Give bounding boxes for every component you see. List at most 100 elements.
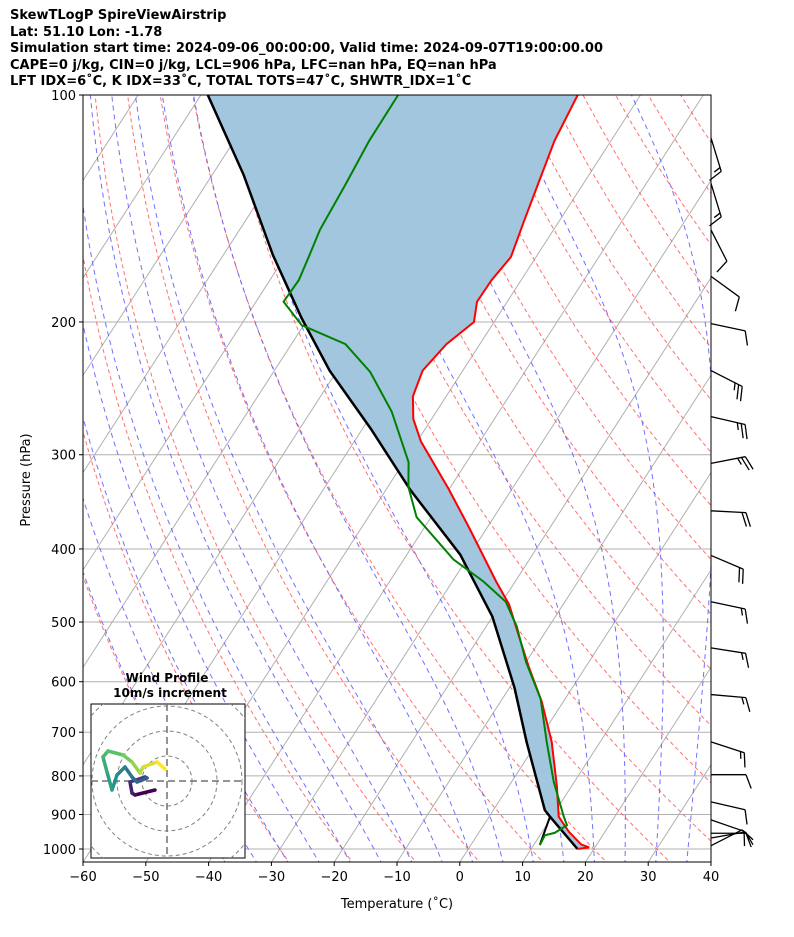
y-tick-label: 700 [51, 726, 76, 741]
barb-staff [710, 601, 746, 610]
barb-half [713, 212, 721, 219]
barb-full [741, 569, 744, 584]
dry-adiabat-line [257, 95, 711, 842]
hodograph-subtitle: 10m/s increment [113, 686, 227, 700]
temperature-line [411, 95, 590, 850]
y-tick-label: 800 [51, 770, 76, 785]
y-tick-label: 100 [51, 89, 76, 104]
axes: −60 −50 −40 −30 −20 −10 0 10 20 30 40 100 200 300 400 5… [43, 89, 719, 885]
isotherm-line [271, 179, 711, 862]
barb-staff [710, 229, 728, 262]
barb-staff [710, 554, 744, 570]
barb-half [733, 382, 736, 391]
dry-adiabat-line [778, 95, 794, 865]
indices-text-1: CAPE=0 j/kg, CIN=0 j/kg, LCL=906 hPa, LF… [10, 57, 497, 73]
x-tick-label: −30 [258, 870, 285, 885]
dry-adiabat-line [83, 253, 353, 862]
dry-adiabat-line [224, 95, 671, 862]
wind-barbs [709, 137, 754, 848]
dry-adiabat-line [517, 95, 711, 401]
wind-barb [710, 601, 749, 624]
barb-half [736, 422, 739, 431]
hodograph-segment [135, 776, 149, 784]
barb-full [744, 330, 749, 346]
wind-barb [710, 554, 744, 584]
moist-adiabat-line [83, 202, 351, 862]
x-tick-label: 10 [514, 870, 531, 885]
moist-adiabat-line [406, 95, 626, 862]
barb-full [740, 423, 744, 439]
wind-barb [710, 456, 754, 471]
isotherm-line [647, 763, 711, 862]
barb-staff [710, 183, 722, 218]
hodograph-title: Wind Profile [126, 671, 209, 685]
hodograph-segment [101, 755, 109, 774]
isotherm-line [0, 95, 75, 862]
y-tick-label: 200 [51, 316, 76, 331]
barb-full [709, 170, 722, 181]
hodograph-segment [141, 760, 159, 769]
barb-full [744, 424, 748, 440]
parcel-profile-line [206, 95, 579, 850]
hodograph-segment [128, 775, 147, 784]
dry-adiabat-line [159, 95, 544, 862]
isotherm-line [396, 374, 711, 862]
chart-header: SkewTLogP SpireViewAirstrip Lat: 51.10 L… [10, 8, 603, 91]
y-tick-label: 400 [51, 543, 76, 558]
x-tick-label: −50 [132, 870, 159, 885]
wind-barb [710, 647, 750, 668]
hodograph-segment [130, 760, 142, 775]
barb-full [738, 567, 741, 583]
x-tick-label: 20 [577, 870, 594, 885]
isotherm-line [522, 569, 711, 862]
barb-staff [710, 831, 746, 839]
profiles [206, 95, 590, 850]
dry-adiabat-line [680, 95, 711, 144]
wind-barb [710, 801, 748, 825]
hodograph-segment [128, 780, 134, 795]
dry-adiabat-line [94, 95, 417, 862]
hodograph-segment [106, 749, 125, 757]
moist-adiabat-line [111, 95, 413, 862]
hodograph-segment [123, 765, 134, 779]
time-text: Simulation start time: 2024-09-06_00:00:… [10, 41, 603, 57]
moist-adiabat-line [83, 415, 289, 862]
barb-staff [710, 819, 745, 832]
wind-barb [709, 137, 722, 181]
y-tick-label: 300 [51, 449, 76, 464]
isotherm-line [83, 95, 202, 279]
x-tick-label: −20 [320, 870, 347, 885]
dry-adiabat-line [615, 95, 711, 246]
hodograph-segment [115, 765, 127, 777]
wind-barb [711, 774, 752, 789]
wind-barb [710, 415, 748, 440]
barb-half [741, 697, 745, 705]
barb-full [716, 260, 728, 273]
x-tick-label: −40 [195, 870, 222, 885]
y-tick-label: 600 [51, 676, 76, 691]
barb-full [745, 774, 752, 789]
y-axis-label: Pressure (hPa) [19, 433, 34, 526]
dewpoint-line [282, 95, 569, 846]
barb-full [744, 608, 749, 624]
dry-adiabat-line [484, 95, 711, 454]
dry-adiabat-line [713, 95, 794, 865]
barb-half [713, 167, 721, 173]
dry-adiabat-line [354, 95, 711, 670]
moist-adiabat-line [503, 95, 664, 862]
hodograph-segment [133, 788, 157, 797]
barb-staff [710, 456, 746, 465]
barb-full [736, 384, 740, 400]
barb-half [740, 608, 744, 616]
barb-staff [710, 801, 746, 811]
isotherm-line [585, 666, 711, 862]
moist-adiabat-line [83, 321, 320, 862]
y-tick-label: 900 [51, 808, 76, 823]
moist-adiabat-line [631, 95, 711, 862]
chart-title: SkewTLogP SpireViewAirstrip [10, 8, 227, 23]
wind-barb [710, 369, 743, 402]
moist-adiabat-line [193, 95, 504, 862]
wind-barb [710, 741, 746, 768]
x-tick-label: −60 [69, 870, 96, 885]
